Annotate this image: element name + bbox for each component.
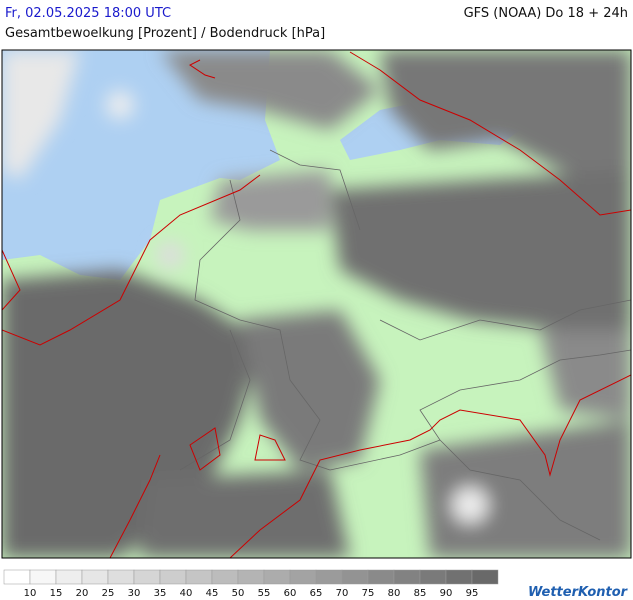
legend-label: 55 bbox=[258, 588, 271, 599]
legend-label: 45 bbox=[206, 588, 219, 599]
legend-swatch bbox=[3, 569, 31, 585]
legend-label: 40 bbox=[180, 588, 193, 599]
legend-swatch bbox=[133, 569, 161, 585]
north-sea bbox=[2, 50, 280, 280]
map-frame bbox=[1, 49, 632, 559]
legend-label: 85 bbox=[414, 588, 427, 599]
legend-label: 30 bbox=[128, 588, 141, 599]
model-info: GFS (NOAA) Do 18 + 24h bbox=[463, 6, 628, 21]
legend-swatch bbox=[471, 569, 499, 585]
legend-label: 95 bbox=[466, 588, 479, 599]
legend-swatch bbox=[393, 569, 421, 585]
legend-swatch bbox=[341, 569, 369, 585]
legend-swatch bbox=[445, 569, 473, 585]
legend-swatch bbox=[211, 569, 239, 585]
legend-swatch bbox=[29, 569, 57, 585]
isobars bbox=[2, 51, 631, 558]
legend-swatch bbox=[263, 569, 291, 585]
legend-label: 20 bbox=[76, 588, 89, 599]
legend-swatch bbox=[315, 569, 343, 585]
legend-swatch bbox=[185, 569, 213, 585]
legend-swatch bbox=[237, 569, 265, 585]
legend-swatch bbox=[107, 569, 135, 585]
datetime: Fr, 02.05.2025 18:00 UTC bbox=[5, 6, 172, 21]
legend-swatch bbox=[419, 569, 447, 585]
legend-label: 60 bbox=[284, 588, 297, 599]
legend-label: 50 bbox=[232, 588, 245, 599]
legend-label: 15 bbox=[50, 588, 63, 599]
legend-swatch bbox=[55, 569, 83, 585]
map-area bbox=[2, 50, 631, 558]
legend-label: 25 bbox=[102, 588, 115, 599]
legend-label: 90 bbox=[440, 588, 453, 599]
borders bbox=[179, 149, 631, 541]
brand: WetterKontor bbox=[528, 585, 629, 600]
legend-label: 70 bbox=[336, 588, 349, 599]
legend-label: 35 bbox=[154, 588, 167, 599]
legend-label: 65 bbox=[310, 588, 323, 599]
legend-swatch bbox=[81, 569, 109, 585]
legend-swatch bbox=[367, 569, 395, 585]
legend-label: 10 bbox=[24, 588, 37, 599]
legend-label: 75 bbox=[362, 588, 375, 599]
legend: 10 15 20 25 30 35 40 45 50 55 60 65 70 75 80 85 90 95 bbox=[3, 569, 499, 599]
legend-swatch bbox=[289, 569, 317, 585]
legend-swatch bbox=[159, 569, 187, 585]
subtitle: Gesamtbewoelkung [Prozent] / Bodendruck … bbox=[5, 26, 326, 41]
clouds bbox=[2, 50, 631, 558]
legend-label: 80 bbox=[388, 588, 401, 599]
